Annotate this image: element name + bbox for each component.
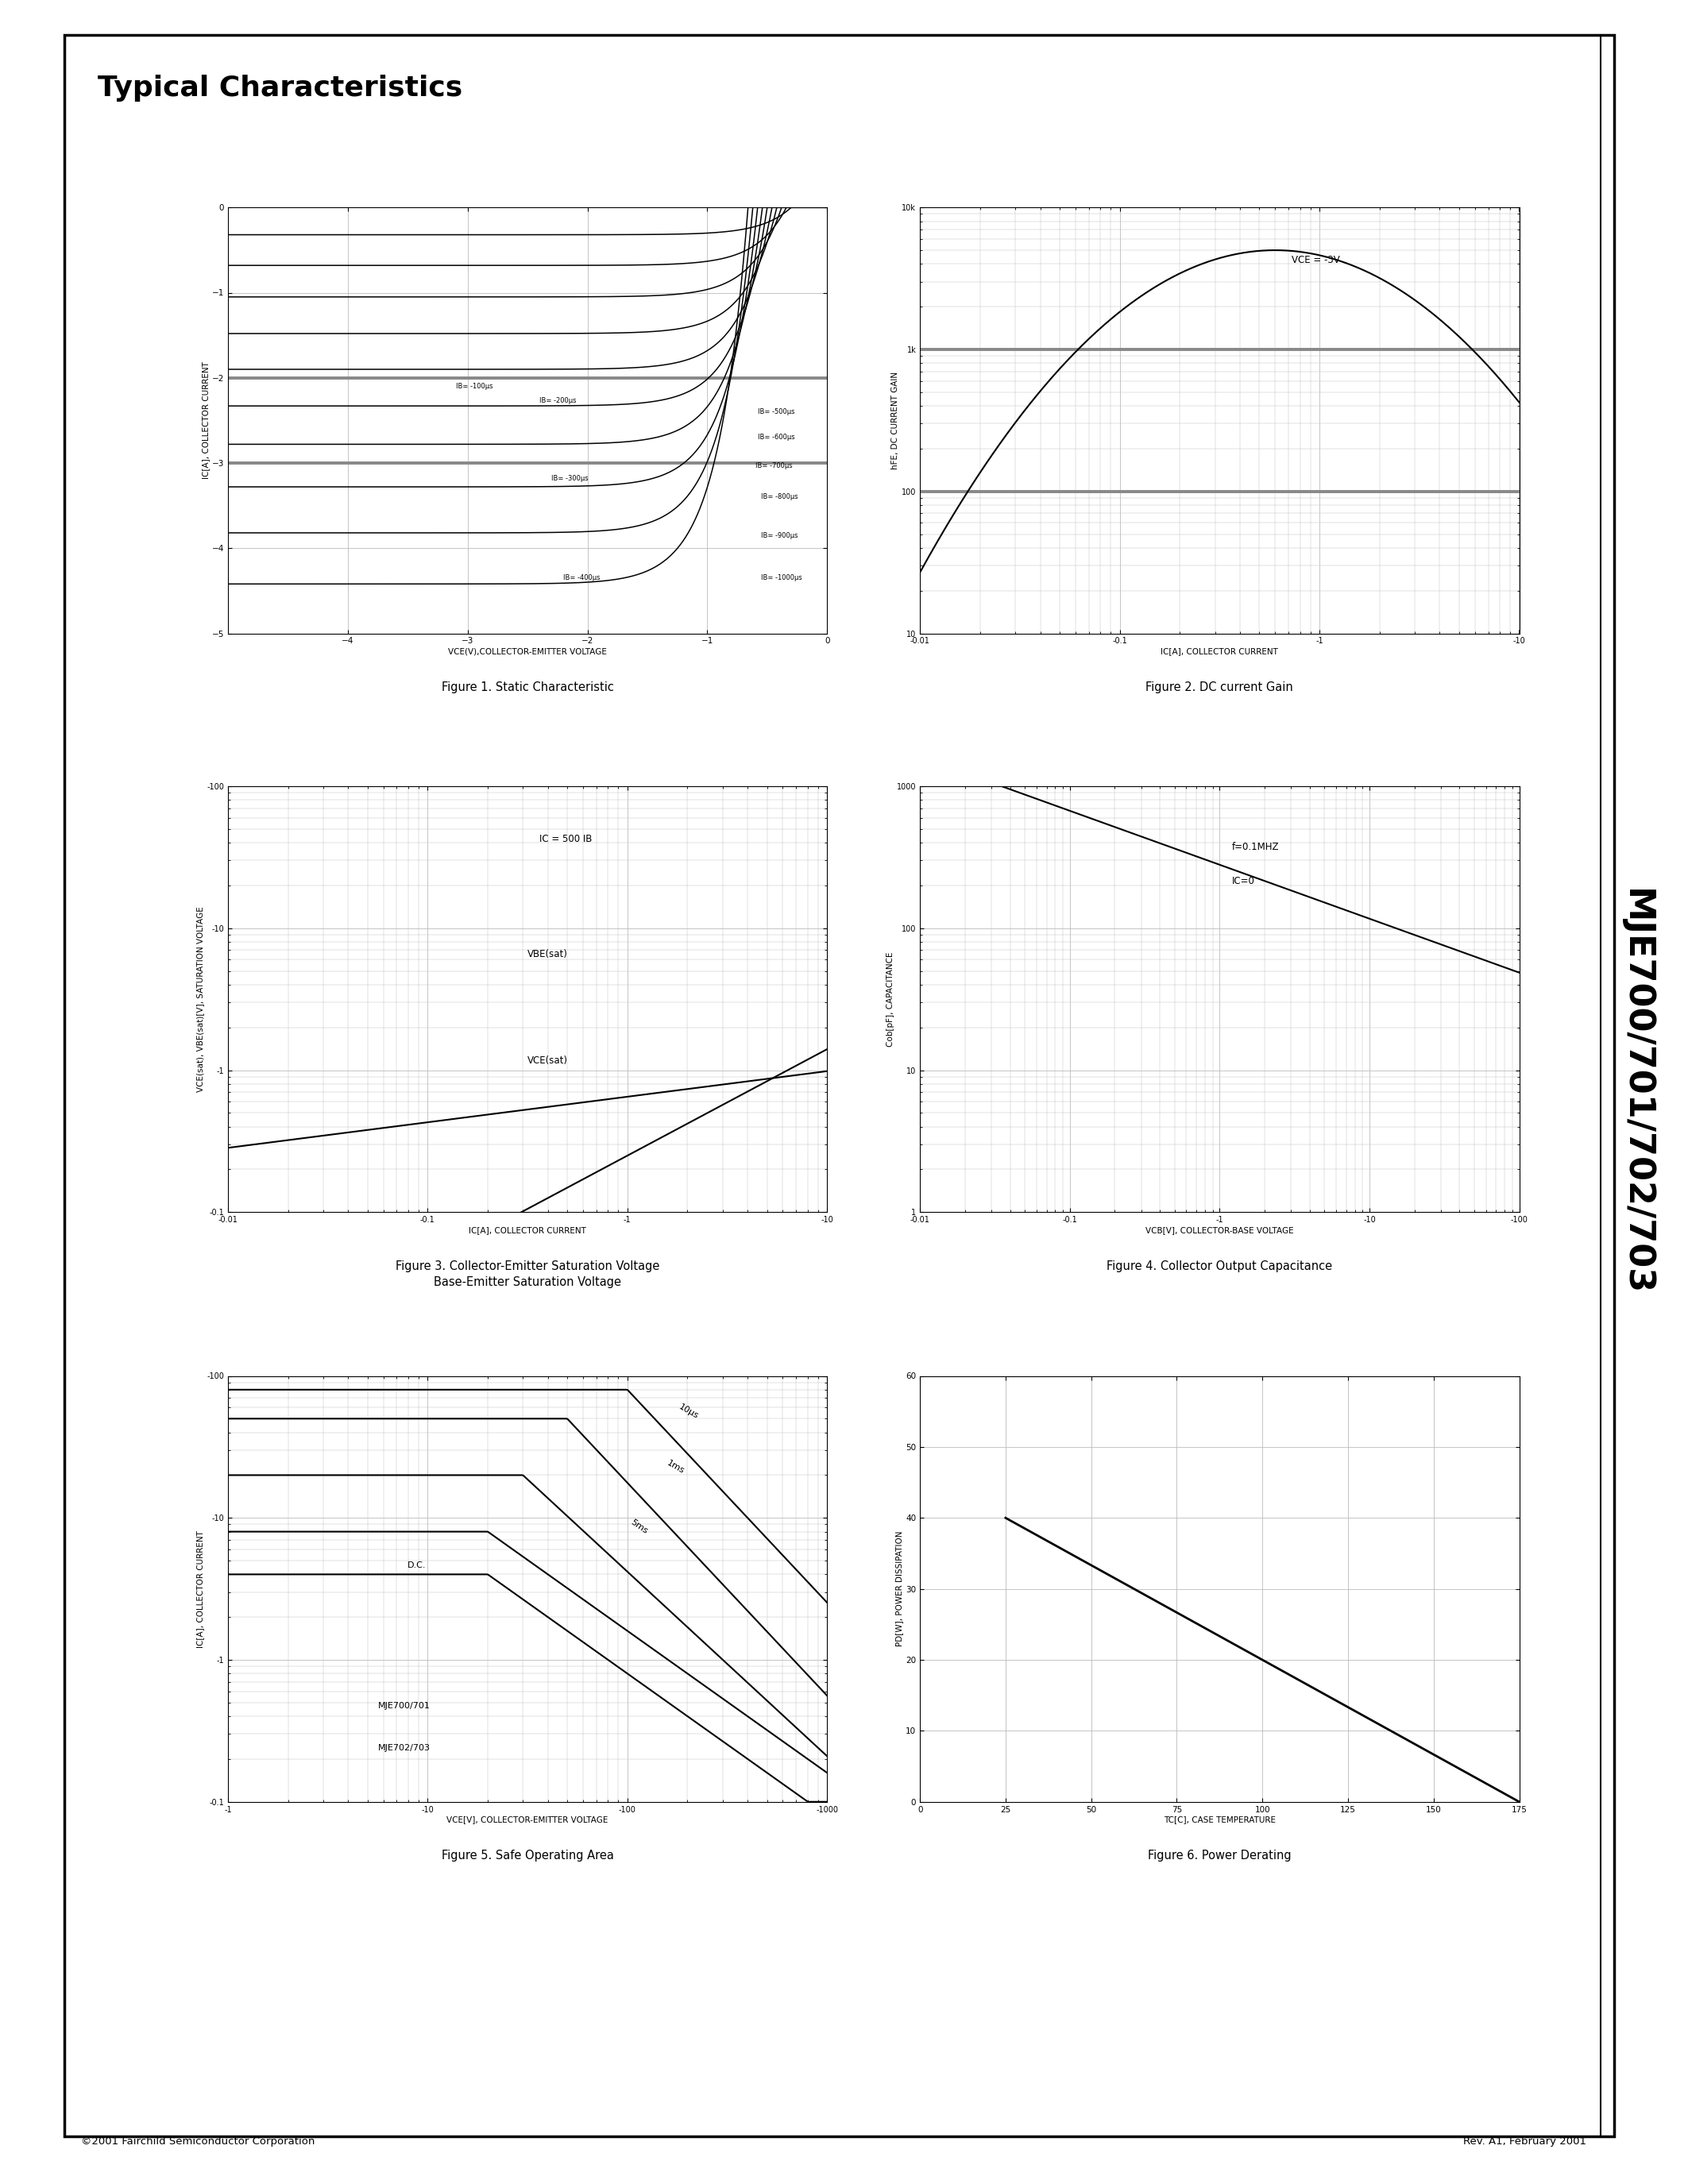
Text: VCE = -3V: VCE = -3V [1291,256,1340,264]
Text: VCE(sat): VCE(sat) [527,1055,567,1066]
Text: IB= -1000μs: IB= -1000μs [761,574,802,581]
Text: D.C.: D.C. [408,1562,427,1568]
Text: Figure 1. Static Characteristic: Figure 1. Static Characteristic [441,681,614,692]
Y-axis label: IC[A], COLLECTOR CURRENT: IC[A], COLLECTOR CURRENT [201,363,209,478]
Text: IB= -700μs: IB= -700μs [755,463,792,470]
Text: MJE700/701: MJE700/701 [378,1701,430,1710]
Text: 10μs: 10μs [677,1402,701,1420]
Text: IB= -500μs: IB= -500μs [758,408,795,415]
X-axis label: IC[A], COLLECTOR CURRENT: IC[A], COLLECTOR CURRENT [469,1225,586,1234]
X-axis label: IC[A], COLLECTOR CURRENT: IC[A], COLLECTOR CURRENT [1161,646,1278,655]
Text: IB= -900μs: IB= -900μs [761,533,798,539]
Text: f=0.1MHZ: f=0.1MHZ [1232,843,1280,852]
Y-axis label: VCE(sat), VBE(sat)[V], SATURATION VOLTAGE: VCE(sat), VBE(sat)[V], SATURATION VOLTAG… [196,906,204,1092]
Text: Rev. A1, February 2001: Rev. A1, February 2001 [1463,2136,1587,2147]
Text: 1ms: 1ms [665,1459,685,1476]
Text: 5ms: 5ms [630,1518,650,1535]
Text: Figure 3. Collector-Emitter Saturation Voltage
Base-Emitter Saturation Voltage: Figure 3. Collector-Emitter Saturation V… [395,1260,660,1289]
Text: MJE702/703: MJE702/703 [378,1745,430,1752]
Y-axis label: hFE, DC CURRENT GAIN: hFE, DC CURRENT GAIN [891,371,900,470]
Text: VBE(sat): VBE(sat) [527,948,567,959]
Y-axis label: PD[W], POWER DISSIPATION: PD[W], POWER DISSIPATION [896,1531,903,1647]
Y-axis label: IC[A], COLLECTOR CURRENT: IC[A], COLLECTOR CURRENT [196,1531,204,1647]
Text: Figure 5. Safe Operating Area: Figure 5. Safe Operating Area [441,1850,614,1861]
Text: IB= -800μs: IB= -800μs [761,494,798,500]
Text: Typical Characteristics: Typical Characteristics [98,74,463,100]
X-axis label: VCE[V], COLLECTOR-EMITTER VOLTAGE: VCE[V], COLLECTOR-EMITTER VOLTAGE [447,1815,608,1824]
Text: IB= -200μs: IB= -200μs [540,397,576,404]
Text: Figure 4. Collector Output Capacitance: Figure 4. Collector Output Capacitance [1107,1260,1332,1271]
X-axis label: VCB[V], COLLECTOR-BASE VOLTAGE: VCB[V], COLLECTOR-BASE VOLTAGE [1146,1225,1293,1234]
FancyBboxPatch shape [64,35,1614,2136]
Text: IC=0: IC=0 [1232,876,1254,887]
Text: Figure 6. Power Derating: Figure 6. Power Derating [1148,1850,1291,1861]
Text: IB= -100μs: IB= -100μs [456,382,493,391]
X-axis label: VCE(V),COLLECTOR-EMITTER VOLTAGE: VCE(V),COLLECTOR-EMITTER VOLTAGE [447,646,608,655]
Y-axis label: Cob[pF], CAPACITANCE: Cob[pF], CAPACITANCE [886,952,895,1046]
Text: IB= -300μs: IB= -300μs [552,474,589,483]
Text: IB= -600μs: IB= -600μs [758,435,795,441]
Text: Figure 2. DC current Gain: Figure 2. DC current Gain [1146,681,1293,692]
Text: IB= -400μs: IB= -400μs [564,574,601,581]
Text: IC = 500 IB: IC = 500 IB [540,834,592,843]
Text: MJE700/701/702/703: MJE700/701/702/703 [1619,889,1653,1295]
X-axis label: TC[C], CASE TEMPERATURE: TC[C], CASE TEMPERATURE [1163,1815,1276,1824]
Text: ©2001 Fairchild Semiconductor Corporation: ©2001 Fairchild Semiconductor Corporatio… [81,2136,316,2147]
